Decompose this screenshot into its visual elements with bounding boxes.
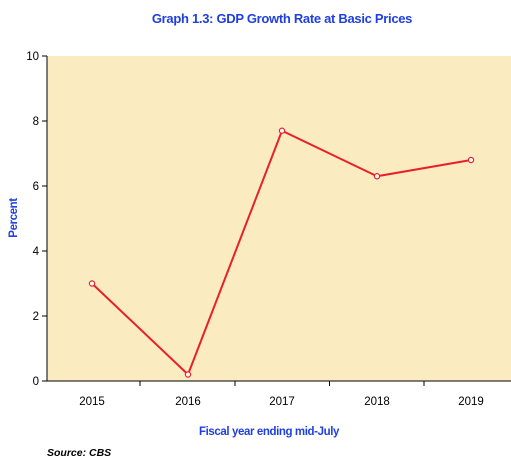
chart-title: Graph 1.3: GDP Growth Rate at Basic Pric… [152, 11, 412, 26]
y-tick-label: 10 [26, 51, 39, 63]
y-axis-ticks: 0 2 4 6 8 10 [26, 51, 47, 388]
data-point-2019 [467, 156, 475, 164]
x-axis-ticks: 2015 2016 2017 2018 2019 [79, 381, 484, 408]
plot-area [47, 56, 511, 381]
y-tick-label: 0 [33, 376, 39, 388]
y-tick-label: 8 [33, 116, 39, 128]
y-axis-title: Percent [8, 198, 20, 238]
y-tick-label: 2 [33, 311, 39, 323]
y-tick-label: 6 [33, 181, 39, 193]
x-tick-label: 2017 [269, 396, 295, 408]
x-tick-label: 2018 [364, 396, 390, 408]
x-axis-title: Fiscal year ending mid-July [199, 426, 340, 438]
source-note: Source: CBS [47, 447, 111, 459]
x-tick-label: 2019 [458, 396, 484, 408]
axes [46, 56, 511, 382]
x-tick-label: 2015 [79, 396, 105, 408]
y-tick-label: 4 [33, 246, 40, 258]
series-group [88, 127, 475, 378]
data-point-2017 [278, 127, 286, 134]
data-point-2018 [373, 173, 381, 180]
data-point-2015 [88, 280, 96, 287]
x-tick-label: 2016 [175, 396, 201, 408]
data-point-2016 [184, 371, 192, 378]
